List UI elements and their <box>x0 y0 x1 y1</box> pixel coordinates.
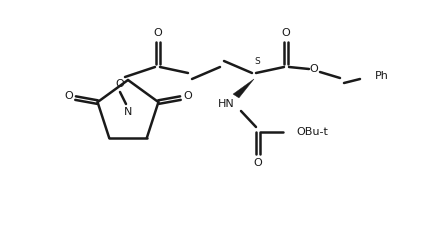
Text: OBu-t: OBu-t <box>296 127 328 137</box>
Text: O: O <box>183 91 192 101</box>
Text: O: O <box>64 91 73 101</box>
Text: S: S <box>254 57 260 67</box>
Text: HN: HN <box>218 99 234 109</box>
Text: O: O <box>310 64 319 74</box>
Text: O: O <box>116 79 124 89</box>
Polygon shape <box>233 79 254 98</box>
Text: O: O <box>254 158 262 168</box>
Text: Ph: Ph <box>375 71 389 81</box>
Text: N: N <box>124 107 132 117</box>
Text: O: O <box>282 28 290 38</box>
Text: O: O <box>154 28 163 38</box>
